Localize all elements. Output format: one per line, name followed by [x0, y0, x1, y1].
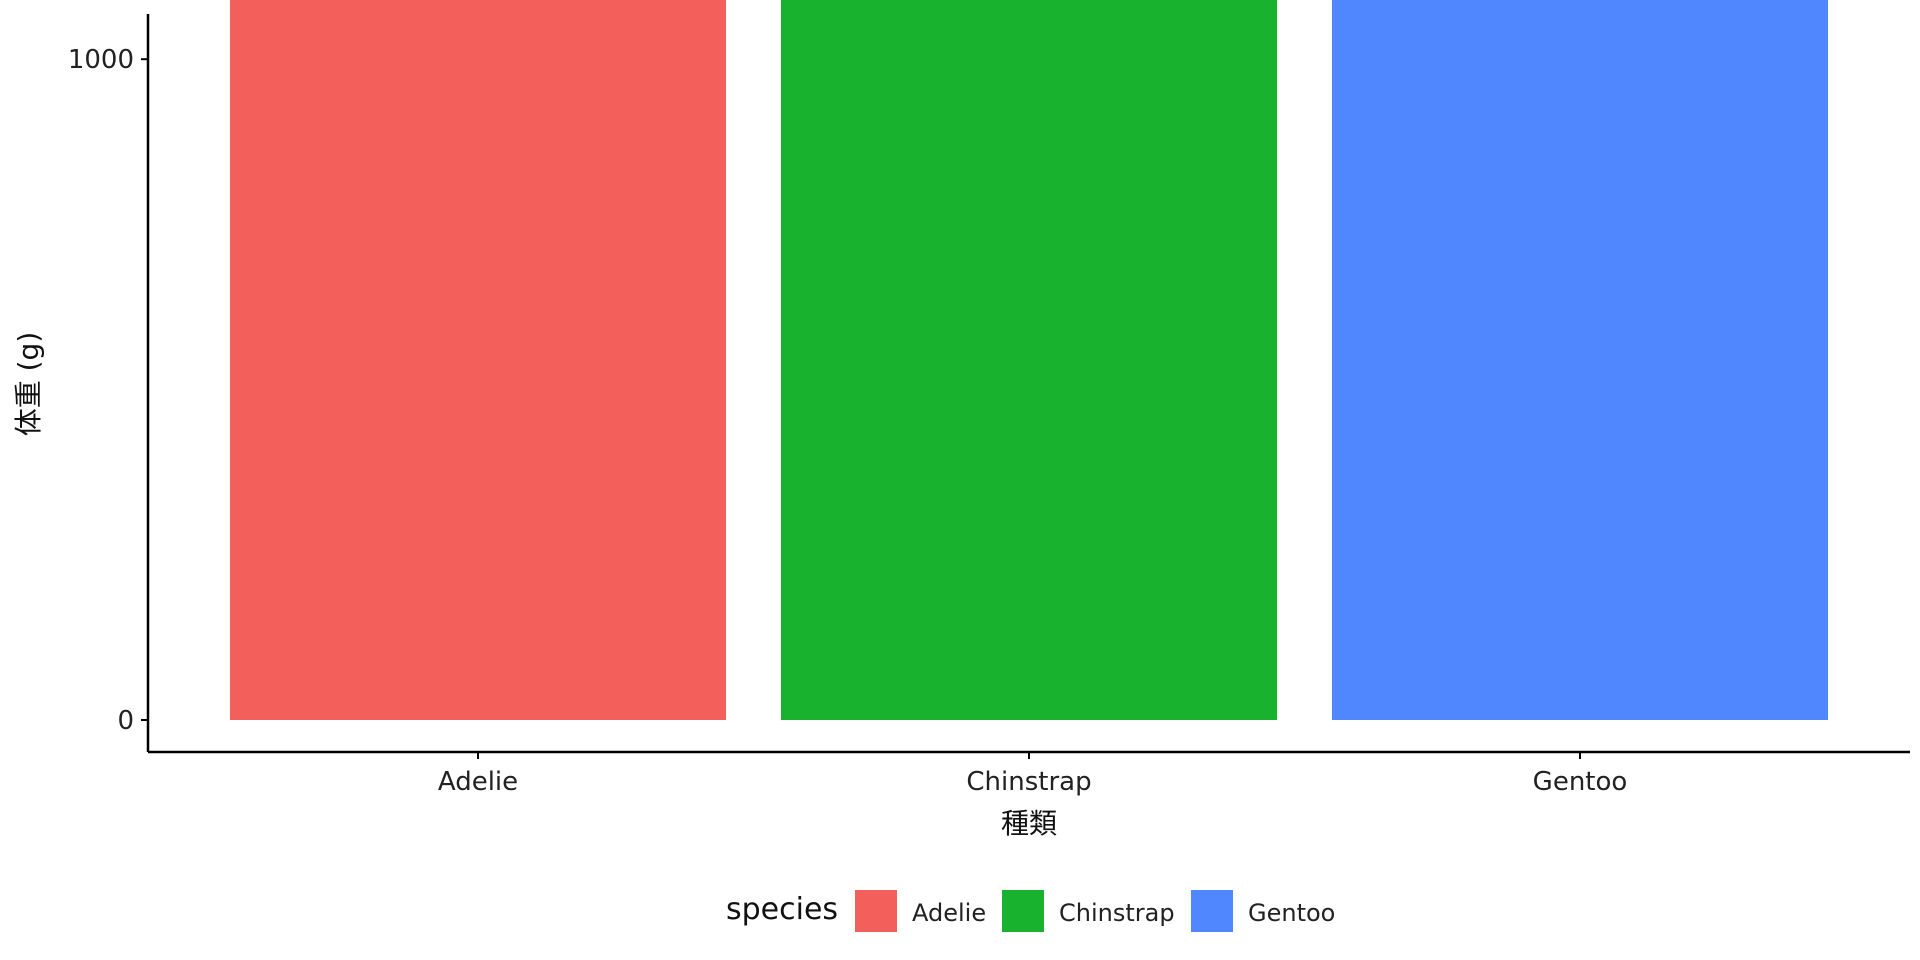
legend: species Adelie Chinstrap Gentoo: [726, 890, 1335, 932]
y-tick-label: 1000: [68, 45, 134, 75]
y-axis-title: 体重 (g): [12, 332, 45, 437]
y-ticks-group: 010002000300040005000: [68, 45, 148, 736]
x-ticks-group: Adelie Chinstrap Gentoo: [438, 752, 1627, 797]
legend-title: species: [726, 892, 838, 927]
x-tick-label-adelie: Adelie: [438, 767, 518, 797]
bar-chinstrap: [781, 0, 1277, 720]
legend-key-gentoo: [1191, 890, 1233, 932]
legend-key-chinstrap: [1002, 890, 1044, 932]
x-tick-label-chinstrap: Chinstrap: [966, 767, 1091, 797]
legend-label-adelie: Adelie: [912, 899, 986, 927]
bars-group: [230, 0, 1828, 720]
bar-adelie: [230, 0, 726, 720]
x-tick-label-gentoo: Gentoo: [1533, 767, 1628, 797]
legend-items: Adelie Chinstrap Gentoo: [855, 890, 1335, 932]
legend-label-chinstrap: Chinstrap: [1059, 899, 1175, 927]
legend-key-adelie: [855, 890, 897, 932]
x-axis-title: 種類: [1001, 807, 1057, 840]
bar-gentoo: [1332, 0, 1828, 720]
y-tick-label: 0: [117, 706, 134, 736]
legend-label-gentoo: Gentoo: [1248, 899, 1335, 927]
